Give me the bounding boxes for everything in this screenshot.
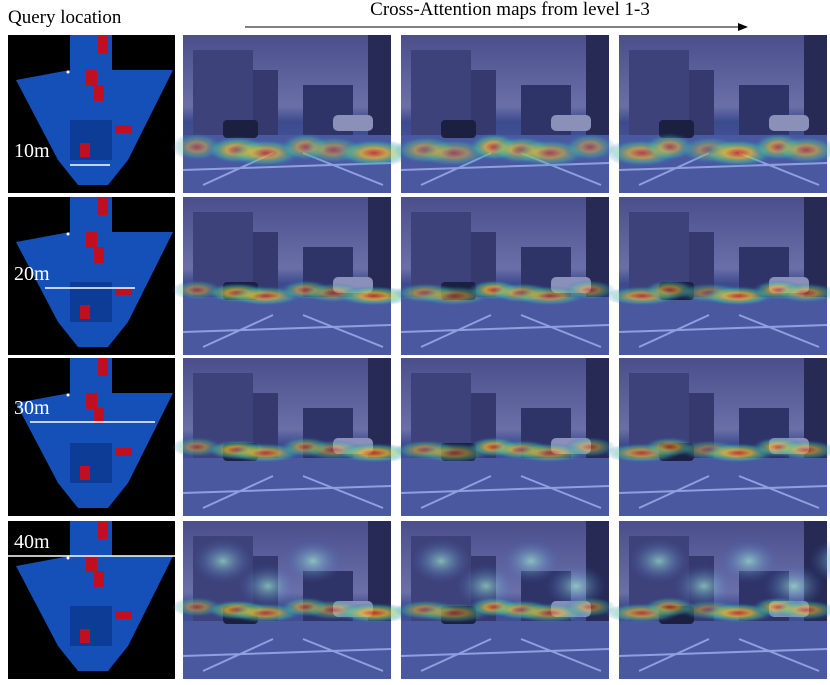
attention-map — [604, 521, 830, 679]
attention-haze — [629, 539, 689, 583]
street-image — [183, 35, 391, 193]
attention-label: Cross-Attention maps from level 1-3 — [370, 0, 650, 20]
query-label: Query location — [8, 7, 122, 28]
attention-haze — [546, 564, 606, 608]
attention-map — [394, 521, 616, 679]
street-image — [183, 197, 391, 355]
attention-map — [604, 197, 830, 355]
attention-map — [171, 521, 412, 679]
street-image — [401, 35, 609, 193]
attention-blob — [564, 437, 616, 457]
attention-map — [171, 35, 412, 193]
attention-haze — [411, 539, 471, 583]
attention-haze — [456, 564, 516, 608]
bev-map — [8, 35, 175, 193]
attention-haze — [674, 564, 734, 608]
attention-haze — [283, 539, 343, 583]
street-image — [619, 197, 827, 355]
street-image — [183, 358, 391, 516]
attention-haze — [719, 539, 779, 583]
street-image — [401, 358, 609, 516]
attention-blob — [774, 136, 830, 164]
street-image — [401, 197, 609, 355]
attention-haze — [501, 539, 561, 583]
attention-blob — [564, 280, 616, 300]
attention-blob — [336, 443, 412, 463]
attention-map — [604, 358, 830, 516]
attention-blob — [336, 286, 412, 306]
attention-blob — [564, 133, 616, 161]
attention-blob — [774, 283, 830, 303]
attention-haze — [764, 564, 824, 608]
attention-haze — [238, 564, 298, 608]
attention-blob — [336, 139, 412, 167]
distance-label: 30m — [14, 397, 50, 419]
attention-haze — [193, 539, 253, 583]
attention-map — [394, 358, 616, 516]
attention-map — [604, 35, 830, 193]
distance-label: 10m — [14, 140, 50, 162]
attention-blob — [774, 440, 830, 460]
attention-haze — [809, 540, 830, 582]
distance-label: 40m — [14, 531, 50, 553]
distance-label: 20m — [14, 263, 50, 285]
arrow-head — [738, 23, 748, 31]
street-image — [619, 358, 827, 516]
attention-map — [394, 35, 616, 193]
bev-map — [8, 358, 175, 516]
attention-blob — [336, 603, 412, 623]
attention-map — [171, 358, 412, 516]
attention-map — [394, 197, 616, 355]
street-image — [619, 35, 827, 193]
attention-map — [171, 197, 412, 355]
